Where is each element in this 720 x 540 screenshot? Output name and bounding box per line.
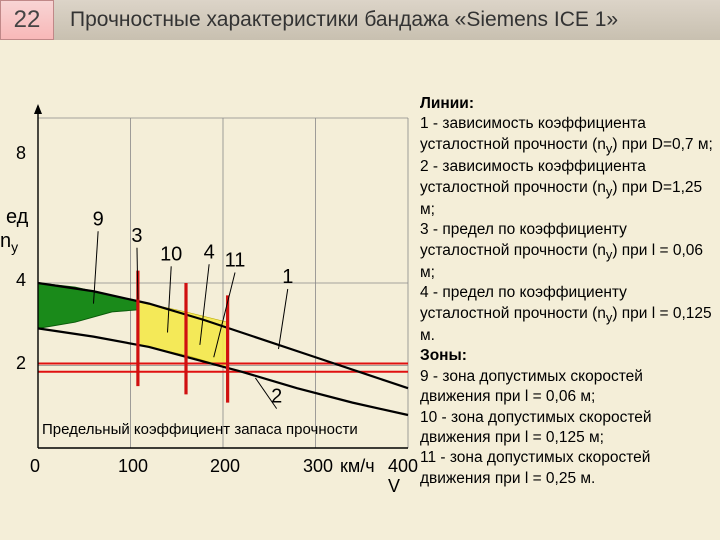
y-symbol: ny (0, 230, 18, 255)
slide-number: 22 (0, 0, 54, 40)
ytick-2: 2 (16, 353, 26, 374)
xtick-200: 200 (210, 456, 240, 477)
xtick-300: 300 (303, 456, 333, 477)
svg-text:2: 2 (271, 386, 282, 408)
x-unit: км/ч (340, 456, 375, 477)
legend-line-1: 1 - зависимость коэффициента усталостной… (420, 114, 716, 157)
x-caption: Предельный коэффициент запаса прочности (42, 421, 358, 438)
xtick-0: 0 (30, 456, 40, 477)
legend: Линии: 1 - зависимость коэффициента уста… (420, 94, 716, 489)
x-symbol: V (388, 476, 400, 497)
svg-text:1: 1 (282, 266, 293, 288)
legend-heading-zones: Зоны: (420, 347, 467, 364)
chart: 931041112 ед ny 8 4 2 0 100 200 300 400 … (0, 48, 418, 528)
ytick-4: 4 (16, 270, 26, 291)
svg-text:3: 3 (131, 225, 142, 247)
svg-text:4: 4 (204, 241, 215, 263)
legend-heading-lines: Линии: (420, 95, 474, 112)
legend-zone-11: 11 - зона допустимых скоростей движения … (420, 448, 716, 489)
legend-zone-9: 9 - зона допустимых скоростей движения п… (420, 367, 716, 408)
xtick-400: 400 (388, 456, 418, 477)
ytick-8: 8 (16, 143, 26, 164)
svg-text:9: 9 (93, 208, 104, 230)
legend-line-2: 2 - зависимость коэффициента усталостной… (420, 157, 716, 220)
legend-zone-10: 10 - зона допустимых скоростей движения … (420, 408, 716, 449)
legend-line-4: 4 - предел по коэффициенту усталостной п… (420, 283, 716, 346)
svg-text:11: 11 (225, 250, 246, 272)
y-unit: ед (6, 206, 28, 229)
svg-text:10: 10 (160, 243, 182, 265)
xtick-100: 100 (118, 456, 148, 477)
page-title: Прочностные характеристики бандажа «Siem… (54, 0, 720, 40)
legend-line-3: 3 - предел по коэффициенту усталостной п… (420, 220, 716, 283)
